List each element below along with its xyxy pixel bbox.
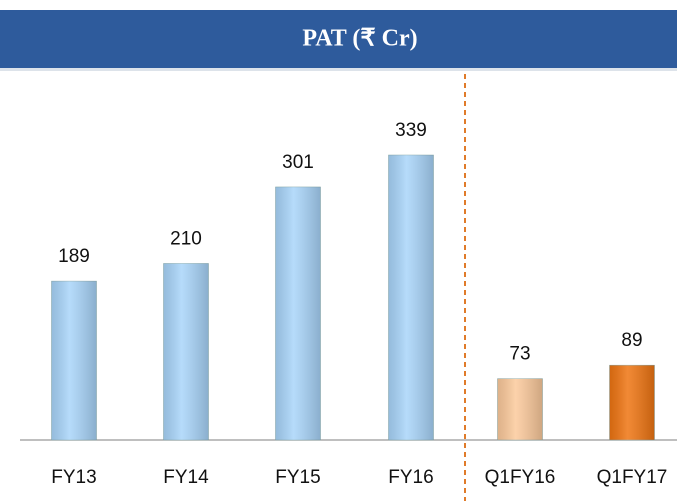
x-tick-label: FY16	[388, 467, 433, 488]
data-label: 189	[58, 246, 90, 267]
bar-shade	[275, 186, 321, 440]
x-tick-label: FY14	[163, 467, 209, 488]
bar-shade	[51, 281, 97, 440]
data-label: 301	[282, 152, 314, 173]
bar-shade	[388, 155, 434, 440]
x-tick-label: FY13	[51, 467, 96, 488]
header-shadow	[0, 68, 677, 71]
x-tick-label: Q1FY17	[597, 467, 668, 488]
bar-shade	[163, 263, 209, 440]
chart-title: PAT (₹ Cr)	[302, 26, 417, 52]
data-label: 339	[395, 120, 427, 141]
data-label: 73	[509, 344, 530, 365]
x-tick-label: FY15	[275, 467, 320, 488]
data-label: 89	[621, 330, 642, 351]
header-bar	[0, 10, 677, 70]
x-tick-label: Q1FY16	[485, 467, 556, 488]
data-label: 210	[170, 228, 202, 249]
bar-shade	[609, 365, 655, 440]
bar-shade	[497, 378, 543, 440]
